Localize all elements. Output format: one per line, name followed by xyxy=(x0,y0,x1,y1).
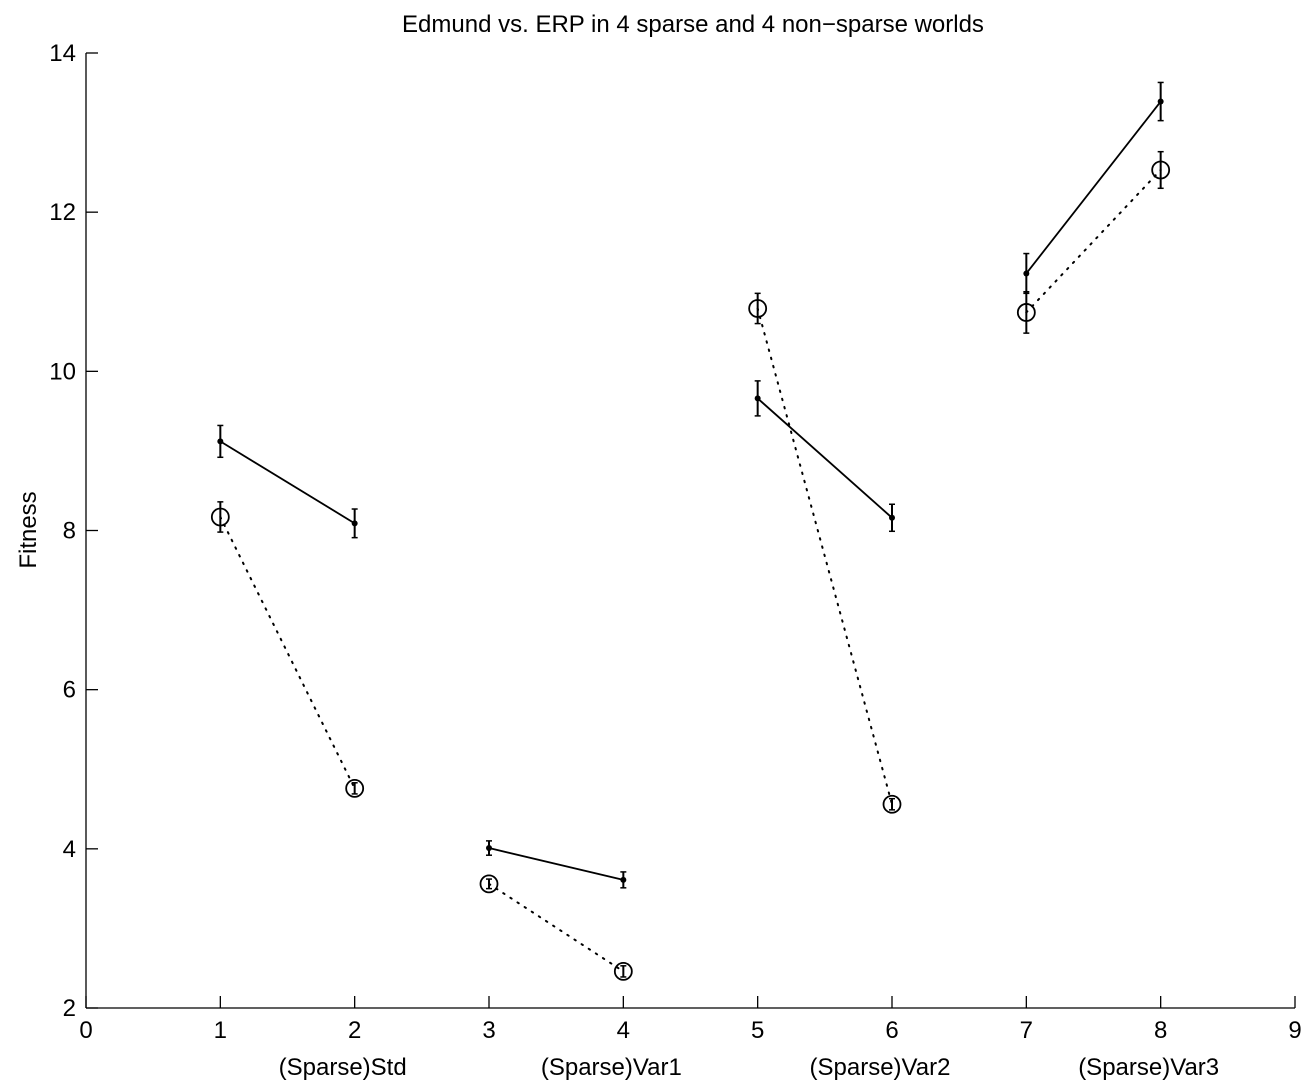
series-2-segment xyxy=(756,307,893,806)
data-point-circle xyxy=(613,961,633,981)
y-tick-label: 10 xyxy=(49,358,76,385)
data-point-circle xyxy=(210,507,230,527)
data-point-dot xyxy=(217,438,224,445)
x-group-label: (Sparse)Std xyxy=(279,1054,407,1081)
data-point-circle xyxy=(1016,303,1036,322)
x-group-label: (Sparse)Var3 xyxy=(1078,1054,1219,1081)
x-tick-label: 0 xyxy=(79,1017,92,1044)
y-axis-label: Fitness xyxy=(15,491,42,568)
x-group-label: (Sparse)Var2 xyxy=(810,1054,951,1081)
x-group-labels: (Sparse)Std (Sparse)Var1 (Sparse)Var2 (Spar… xyxy=(279,1054,1220,1081)
data-point-circle xyxy=(479,874,499,894)
y-tick-label: 14 xyxy=(49,40,76,67)
data-point-dot xyxy=(351,520,358,527)
series-2-segment xyxy=(219,515,356,790)
data-point-dot xyxy=(486,845,492,852)
series-1-segment xyxy=(1025,100,1162,275)
series-layer xyxy=(210,81,1171,981)
x-tick-label: 9 xyxy=(1288,1017,1301,1044)
x-tick-label: 6 xyxy=(885,1017,898,1044)
y-tick-label: 2 xyxy=(63,995,76,1022)
series-2-segment xyxy=(1025,168,1162,314)
series-1 xyxy=(217,81,1164,889)
x-tick-label: 4 xyxy=(617,1017,630,1044)
data-point-dot xyxy=(620,876,627,883)
y-tick-label: 4 xyxy=(63,836,76,863)
series-2-segment xyxy=(488,882,625,973)
chart-title: Edmund vs. ERP in 4 sparse and 4 non−spa… xyxy=(402,11,984,38)
x-tick-label: 3 xyxy=(482,1017,495,1044)
y-tick-label: 6 xyxy=(63,677,76,704)
data-point-dot xyxy=(889,514,895,521)
data-point-circle xyxy=(345,778,365,798)
data-point-circle xyxy=(882,794,902,814)
series-1-segment xyxy=(219,440,356,525)
data-point-dot xyxy=(1157,98,1164,105)
y-axis-ticks: 2 4 6 8 10 12 14 xyxy=(49,40,98,1022)
x-tick-label: 7 xyxy=(1020,1017,1033,1044)
series-2 xyxy=(210,150,1171,981)
data-point-circle xyxy=(748,299,768,318)
y-tick-label: 8 xyxy=(63,518,76,545)
data-point-dot xyxy=(1023,270,1030,277)
x-tick-label: 1 xyxy=(214,1017,227,1044)
y-tick-label: 12 xyxy=(49,199,76,226)
series-1-segment xyxy=(757,397,893,519)
x-group-label: (Sparse)Var1 xyxy=(541,1054,682,1081)
data-point-circle xyxy=(1151,160,1171,180)
x-tick-label: 8 xyxy=(1154,1017,1167,1044)
data-point-dot xyxy=(754,395,761,402)
series-1-segment xyxy=(488,847,624,881)
x-tick-label: 2 xyxy=(348,1017,361,1044)
x-axis-ticks: 0 1 2 3 4 5 6 7 8 9 xyxy=(79,996,1302,1044)
x-tick-label: 5 xyxy=(751,1017,764,1044)
